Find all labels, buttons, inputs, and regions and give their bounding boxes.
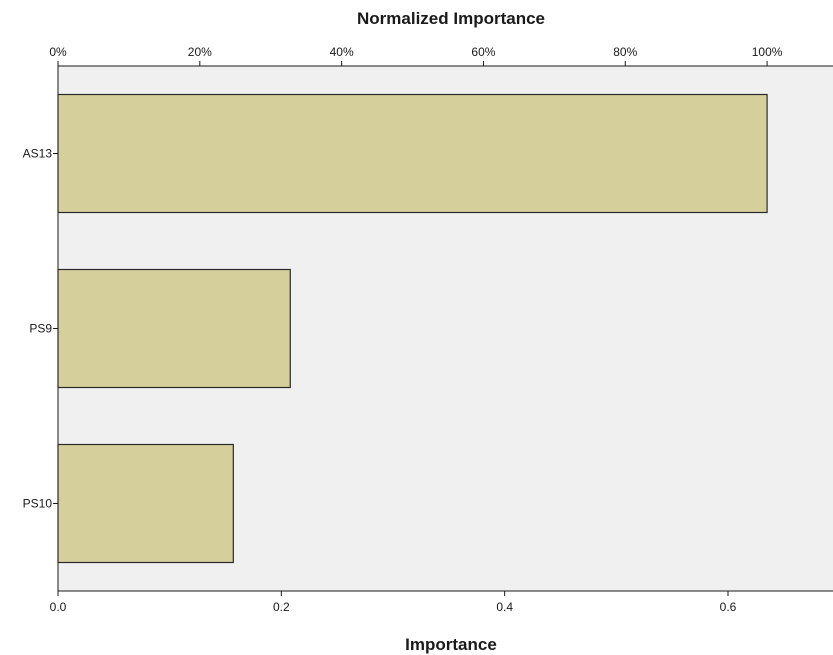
top-tick-label-3: 60% [471, 45, 495, 59]
top-tick-label-5: 100% [752, 45, 783, 59]
x-tick-label-1: 0.2 [273, 600, 290, 614]
bar-ps9 [57, 268, 291, 389]
top-tick-label-1: 20% [188, 45, 212, 59]
top-tick-label-0: 0% [49, 45, 67, 59]
y-tick-label-as13: AS13 [23, 147, 53, 161]
x-tick-label-0: 0.0 [50, 600, 67, 614]
y-tick-label-ps9: PS9 [29, 322, 52, 336]
y-tick-label-ps10: PS10 [23, 497, 53, 511]
top-tick-label-2: 40% [330, 45, 354, 59]
x-axis-title: Importance [405, 635, 497, 654]
x-tick-label-2: 0.4 [496, 600, 513, 614]
bar-as13 [57, 93, 768, 214]
top-tick-label-4: 80% [613, 45, 637, 59]
bar-ps10 [57, 443, 234, 564]
top-axis-title: Normalized Importance [357, 9, 545, 28]
x-tick-label-3: 0.6 [720, 600, 737, 614]
